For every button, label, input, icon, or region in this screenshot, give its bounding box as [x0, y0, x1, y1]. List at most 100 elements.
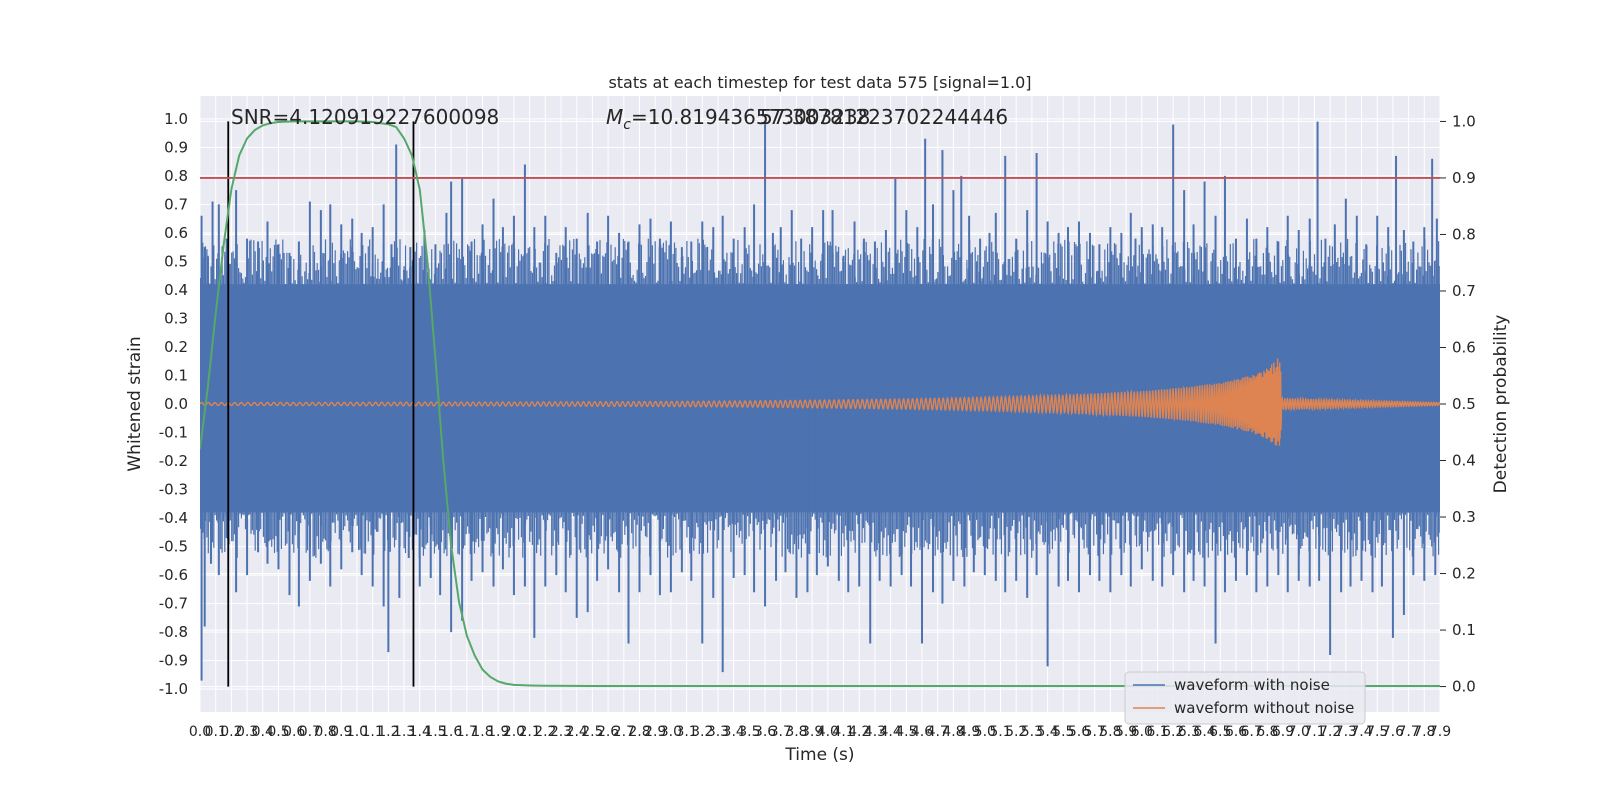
x-tick-label: 7.3	[1335, 724, 1357, 740]
x-tick-label: 2.9	[644, 724, 666, 740]
x-tick-label: 3.1	[675, 724, 697, 740]
y-tick-label: -0.4	[159, 509, 188, 527]
y2-tick-label: 0.9	[1452, 169, 1476, 187]
y-tick-label: 0.2	[164, 338, 188, 356]
x-tick-label: 0.0	[189, 724, 211, 740]
y2-axis-label: Detection probability	[1491, 315, 1511, 494]
x-tick-label: 1.9	[487, 724, 509, 740]
x-tick-label: 5.3	[1021, 724, 1043, 740]
x-tick-label: 1.6	[440, 724, 462, 740]
y-tick-label: -0.5	[159, 538, 188, 556]
x-tick-label: 6.0	[1131, 724, 1153, 740]
x-tick-label: 6.2	[1162, 724, 1184, 740]
x-tick-label: 2.2	[534, 724, 556, 740]
y-tick-label: 0.9	[164, 138, 188, 156]
x-tick-label: 6.8	[1256, 724, 1278, 740]
y2-tick-label: 0.2	[1452, 565, 1476, 583]
x-tick-label: 0.2	[220, 724, 242, 740]
y2-tick-label: 0.4	[1452, 452, 1476, 470]
x-tick-label: 5.4	[1036, 724, 1058, 740]
x-tick-label: 2.7	[613, 724, 635, 740]
legend-box	[1124, 671, 1366, 725]
x-tick-label: 0.9	[330, 724, 352, 740]
y2-tick-label: 0.8	[1452, 225, 1476, 243]
x-tick-label: 1.7	[456, 724, 478, 740]
plot-content	[200, 120, 1440, 687]
y-tick-label: -0.8	[159, 623, 188, 641]
y2-tick-label: 1.0	[1452, 112, 1476, 130]
x-tick-label: 5.5	[1052, 724, 1074, 740]
mc-value: =10.819436573003238	[631, 105, 870, 129]
x-tick-label: 0.8	[314, 724, 336, 740]
x-tick-label: 0.1	[205, 724, 227, 740]
y2-tick-label: 0.6	[1452, 338, 1476, 356]
x-tick-label: 4.1	[832, 724, 854, 740]
x-tick-label: 7.7	[1397, 724, 1419, 740]
x-tick-label: 7.0	[1288, 724, 1310, 740]
x-tick-label: 0.3	[236, 724, 258, 740]
clean-waveform-line	[200, 358, 1440, 446]
x-tick-label: 1.3	[393, 724, 415, 740]
legend-label-clean: waveform without noise	[1174, 699, 1354, 717]
x-tick-label: 4.7	[927, 724, 949, 740]
legend: waveform with noise waveform without noi…	[1124, 671, 1366, 725]
x-tick-label: 0.6	[283, 724, 305, 740]
mc-subscript: c	[623, 117, 631, 133]
mc-annotation: Mc=10.819436573003238	[606, 105, 870, 133]
y-tick-label: 0.4	[164, 281, 188, 299]
x-tick-label: 3.4	[723, 724, 745, 740]
x-axis-ticks: 0.00.10.20.30.40.50.60.70.80.91.01.11.21…	[189, 724, 1451, 740]
x-tick-label: 7.8	[1413, 724, 1435, 740]
x-tick-label: 3.2	[691, 724, 713, 740]
x-tick-label: 3.3	[707, 724, 729, 740]
x-tick-label: 2.6	[597, 724, 619, 740]
x-tick-label: 0.5	[267, 724, 289, 740]
x-tick-label: 4.4	[880, 724, 902, 740]
legend-label-noise: waveform with noise	[1174, 676, 1330, 694]
x-tick-label: 3.6	[754, 724, 776, 740]
x-tick-label: 5.8	[1099, 724, 1121, 740]
x-tick-label: 7.5	[1366, 724, 1388, 740]
y2-axis-ticks: 1.0 0.9 0.8 0.7 0.6 0.5 0.4 0.3 0.2 0.1 0.0	[1440, 112, 1476, 696]
y-tick-label: 0.6	[164, 224, 188, 242]
y2-tick-label: 0.7	[1452, 282, 1476, 300]
x-tick-label: 6.1	[1146, 724, 1168, 740]
x-tick-label: 2.4	[566, 724, 588, 740]
x-tick-label: 3.7	[770, 724, 792, 740]
series-detection-probability	[200, 120, 1440, 687]
y-tick-label: 0.1	[164, 366, 188, 384]
snr-annotation: SNR=4.120919227600098	[231, 105, 499, 129]
x-tick-label: 6.5	[1209, 724, 1231, 740]
y-axis-label: Whitened strain	[125, 336, 145, 471]
x-tick-label: 6.4	[1193, 724, 1215, 740]
y2-tick-label: 0.0	[1452, 678, 1476, 696]
y2-tick-label: 0.3	[1452, 508, 1476, 526]
x-tick-label: 4.0	[817, 724, 839, 740]
x-axis-label: Time (s)	[784, 745, 854, 765]
x-tick-label: 5.2	[1005, 724, 1027, 740]
x-tick-label: 5.9	[1115, 724, 1137, 740]
chart-title: stats at each timestep for test data 575…	[608, 73, 1031, 92]
y-tick-label: -0.7	[159, 595, 188, 613]
y-tick-label: 0.5	[164, 252, 188, 270]
x-tick-label: 7.2	[1319, 724, 1341, 740]
y-tick-label: -0.1	[159, 424, 188, 442]
x-tick-label: 2.1	[518, 724, 540, 740]
x-tick-label: 5.6	[1068, 724, 1090, 740]
x-tick-label: 6.6	[1225, 724, 1247, 740]
x-tick-label: 4.2	[848, 724, 870, 740]
y2-tick-label: 0.1	[1452, 621, 1476, 639]
y-axis-ticks: 1.0 0.9 0.8 0.7 0.6 0.5 0.4 0.3 0.2 0.1 0.0 -0.1 -0.…	[159, 110, 188, 698]
x-tick-label: 4.6	[911, 724, 933, 740]
x-tick-label: 1.2	[377, 724, 399, 740]
x-tick-label: 4.5	[895, 724, 917, 740]
y-tick-label: -0.3	[159, 481, 188, 499]
overlap-annotation: 57.38781223702244446	[760, 105, 1008, 129]
detection-probability-line	[200, 120, 1440, 687]
x-tick-label: 6.3	[1178, 724, 1200, 740]
y-tick-label: 0.0	[164, 395, 188, 413]
x-tick-label: 2.0	[503, 724, 525, 740]
y-tick-label: 0.8	[164, 167, 188, 185]
x-tick-label: 7.6	[1382, 724, 1404, 740]
